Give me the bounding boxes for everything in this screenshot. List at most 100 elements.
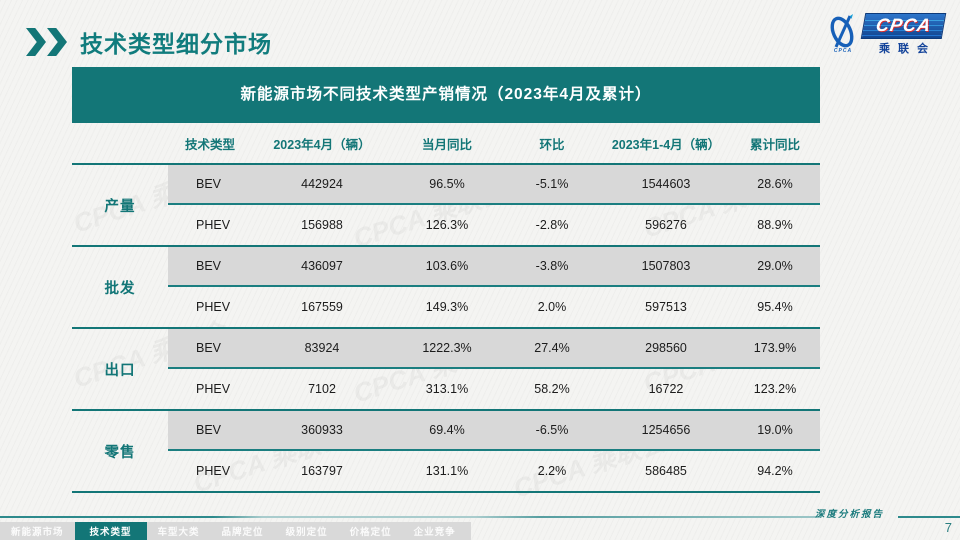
logo-text-cn: 乘联会 — [878, 43, 936, 55]
cell-value: 596276 — [645, 218, 687, 232]
cell-value: 586485 — [645, 464, 687, 478]
nav-tab-brand-positioning[interactable]: 品牌定位 — [221, 527, 264, 538]
cell-value: 88.9% — [757, 218, 793, 232]
table-group: 产量 BEV 442924 96.5% -5.1% 1544603 28.6% PHEV 156… — [72, 165, 820, 247]
group-rows: BEV 436097 103.6% -3.8% 1507803 29.0% PHEV 1675… — [168, 247, 820, 327]
nav-tab-price-positioning[interactable]: 价格定位 — [349, 527, 392, 538]
cell-value: 19.0% — [757, 423, 793, 437]
cpca-swirl-icon: CPCA — [826, 13, 860, 54]
cell-value: 1222.3% — [422, 341, 472, 355]
cell-value: 442924 — [301, 177, 343, 191]
nav-tab-new-energy-market[interactable]: 新能源市场 — [11, 527, 64, 538]
column-header: 环比 — [539, 137, 565, 152]
table-row: PHEV 163797 131.1% 2.2% 586485 94.2% — [168, 451, 820, 491]
cell-value: 298560 — [645, 341, 687, 355]
cell-value: 96.5% — [429, 177, 465, 191]
nav-tab-tech-type[interactable]: 技术类型 — [74, 522, 147, 540]
cell-value: 1507803 — [641, 259, 691, 273]
table-row: PHEV 7102 313.1% 58.2% 16722 123.2% — [168, 369, 820, 409]
cell-value: 173.9% — [753, 341, 797, 355]
footer-divider-line-right — [898, 516, 960, 518]
cell-value: -2.8% — [535, 218, 569, 232]
cell-value: 83924 — [304, 341, 340, 355]
table-header-row: 技术类型 2023年4月（辆） 当月同比 环比 2023年1-4月（辆） 累计同比 — [72, 123, 820, 165]
cell-tech-type: BEV — [196, 341, 222, 355]
group-label: 零售 — [104, 444, 136, 461]
column-header: 当月同比 — [421, 137, 472, 152]
cell-value: 126.3% — [425, 218, 469, 232]
cell-value: -3.8% — [535, 259, 569, 273]
cpca-logo: CPCA CPCA 乘联会 — [826, 13, 947, 56]
nav-tab-model-class[interactable]: 车型大类 — [157, 527, 200, 538]
group-label: 产量 — [104, 198, 136, 215]
table-row: PHEV 167559 149.3% 2.0% 597513 95.4% — [168, 287, 820, 327]
cell-tech-type: PHEV — [196, 382, 231, 396]
report-type-label: 深度分析报告 — [814, 509, 884, 520]
table-group: 零售 BEV 360933 69.4% -6.5% 1254656 19.0% PHEV 163… — [72, 411, 820, 493]
cell-value: 28.6% — [757, 177, 793, 191]
footer-divider-line — [0, 516, 820, 518]
cell-value: 69.4% — [429, 423, 465, 437]
cell-value: 1254656 — [641, 423, 691, 437]
cell-value: 27.4% — [534, 341, 570, 355]
cell-value: -6.5% — [535, 423, 569, 437]
cell-value: 7102 — [308, 382, 336, 396]
table-group: 批发 BEV 436097 103.6% -3.8% 1507803 29.0% PHEV 16… — [72, 247, 820, 329]
cell-value: 436097 — [301, 259, 343, 273]
data-table: 新能源市场不同技术类型产销情况（2023年4月及累计） 技术类型 2023年4月（… — [72, 67, 820, 493]
column-header: 2023年1-4月（辆） — [611, 137, 721, 152]
group-label: 出口 — [104, 362, 136, 379]
chevron-icon — [26, 28, 46, 56]
table-group: 出口 BEV 83924 1222.3% 27.4% 298560 173.9% PHEV 71… — [72, 329, 820, 411]
cell-value: 131.1% — [425, 464, 469, 478]
cell-value: 95.4% — [757, 300, 793, 314]
cell-tech-type: BEV — [196, 177, 222, 191]
group-rows: BEV 360933 69.4% -6.5% 1254656 19.0% PHEV 16379… — [168, 411, 820, 491]
title-bar: 技术类型细分市场 — [26, 25, 272, 59]
group-rows: BEV 83924 1222.3% 27.4% 298560 173.9% PHEV 7102… — [168, 329, 820, 409]
column-header: 累计同比 — [749, 137, 800, 152]
cell-value: 1544603 — [641, 177, 691, 191]
page-title: 技术类型细分市场 — [80, 31, 272, 57]
table-row: PHEV 156988 126.3% -2.8% 596276 88.9% — [168, 205, 820, 245]
cell-value: 94.2% — [757, 464, 793, 478]
table-row: BEV 360933 69.4% -6.5% 1254656 19.0% — [168, 411, 820, 451]
table-body: 产量 BEV 442924 96.5% -5.1% 1544603 28.6% PHEV 156… — [72, 165, 820, 493]
cell-value: 2.2% — [537, 464, 567, 478]
cell-value: 167559 — [301, 300, 343, 314]
column-header: 技术类型 — [184, 137, 235, 152]
table-row: BEV 83924 1222.3% 27.4% 298560 173.9% — [168, 329, 820, 369]
cell-tech-type: PHEV — [196, 300, 231, 314]
nav-tab-enterprise-competition[interactable]: 企业竞争 — [413, 527, 456, 538]
chevron-icon — [47, 28, 67, 56]
cell-tech-type: BEV — [196, 423, 222, 437]
cell-value: 313.1% — [425, 382, 469, 396]
double-chevron-icon — [26, 28, 68, 56]
page-number: 7 — [944, 520, 952, 535]
cell-value: 597513 — [645, 300, 687, 314]
cell-value: 149.3% — [425, 300, 469, 314]
cell-value: 360933 — [301, 423, 343, 437]
bottom-section-nav: 新能源市场 技术类型 车型大类 品牌定位 级别定位 价格定位 企业竞争 — [0, 522, 471, 540]
logo-text: CPCA 乘联会 — [860, 13, 947, 56]
cell-value: 163797 — [301, 464, 343, 478]
logo-caption: CPCA — [833, 48, 853, 54]
cell-tech-type: BEV — [196, 259, 222, 273]
cell-value: 123.2% — [753, 382, 797, 396]
column-header: 2023年4月（辆） — [273, 137, 371, 152]
group-rows: BEV 442924 96.5% -5.1% 1544603 28.6% PHEV 15698… — [168, 165, 820, 245]
cell-value: 29.0% — [757, 259, 793, 273]
nav-tab-level-positioning[interactable]: 级别定位 — [285, 527, 328, 538]
cell-value: 2.0% — [537, 300, 567, 314]
cell-value: -5.1% — [535, 177, 569, 191]
cell-value: 103.6% — [425, 259, 469, 273]
cell-tech-type: PHEV — [196, 218, 231, 232]
group-label: 批发 — [104, 280, 136, 297]
table-title: 新能源市场不同技术类型产销情况（2023年4月及累计） — [72, 67, 820, 123]
cell-value: 58.2% — [534, 382, 570, 396]
cell-tech-type: PHEV — [196, 464, 231, 478]
logo-text-en: CPCA — [860, 13, 947, 39]
table-row: BEV 436097 103.6% -3.8% 1507803 29.0% — [168, 247, 820, 287]
cell-value: 16722 — [648, 382, 684, 396]
